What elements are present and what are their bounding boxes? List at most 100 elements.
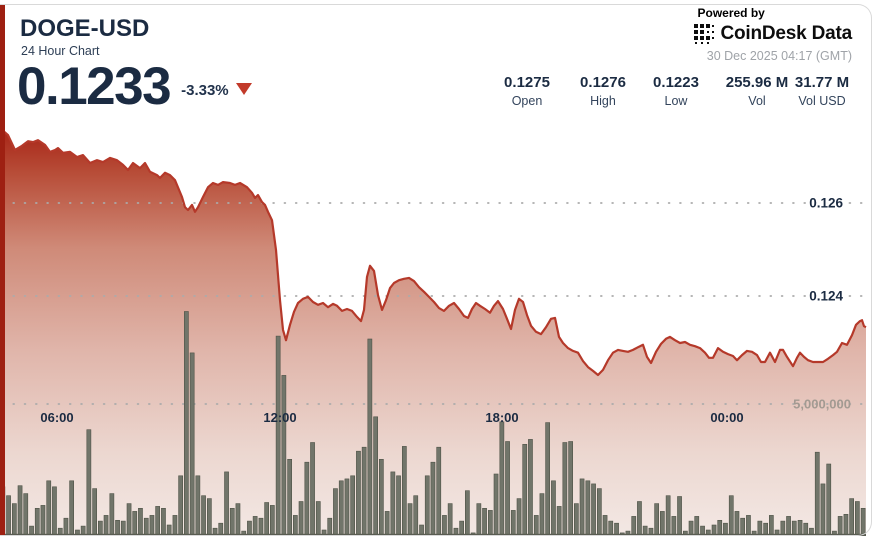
volume-bar (373, 416, 379, 536)
volume-bar (189, 352, 195, 536)
volume-bar (269, 505, 275, 536)
volume-bar (275, 335, 281, 536)
volume-bar (516, 498, 522, 536)
volume-bar (419, 524, 424, 536)
volume-bar (631, 516, 637, 536)
volume-bar (413, 495, 419, 536)
volume-bar (229, 507, 235, 536)
down-arrow-icon (235, 83, 252, 95)
volume-bar (120, 520, 126, 536)
volume-bar (797, 519, 803, 536)
volume-bar (671, 516, 677, 536)
volume-bar (218, 522, 224, 536)
volume-bar (252, 516, 258, 536)
x-axis-label-12:00: 12:00 (263, 410, 297, 425)
volume-bar (642, 525, 648, 536)
volume-bar (138, 507, 143, 536)
volume-bar (29, 525, 34, 536)
volume-bar (539, 493, 545, 536)
volume-bar (184, 311, 189, 536)
volume-axis-label: 5,000,000 (793, 396, 851, 412)
volume-bar (700, 525, 705, 536)
volume-bar (361, 446, 367, 536)
volume-bar (791, 520, 797, 536)
volume-bar (424, 475, 430, 536)
volume-bar (476, 503, 482, 536)
x-axis-label-06:00: 06:00 (40, 410, 74, 425)
volume-bar (677, 496, 682, 536)
volume-bar (688, 520, 694, 536)
current-price: 0.1233 (17, 57, 172, 116)
volume-bar (63, 517, 69, 536)
volume-bar (602, 515, 608, 536)
volume-bar (6, 495, 11, 536)
volume-bar (665, 495, 671, 536)
volume-bar (350, 475, 356, 536)
volume-bar (694, 516, 700, 536)
volume-bar (281, 375, 287, 536)
y-axis-label-0.126: 0.126 (806, 195, 846, 211)
coindesk-brand[interactable]: CoinDesk Data (693, 23, 853, 45)
volume-bar (201, 495, 206, 536)
volume-bar (487, 510, 493, 536)
current-price-row: 0.1233 -3.33% (17, 60, 252, 113)
price-area-fill (0, 128, 866, 535)
volume-bar (814, 451, 820, 536)
volume-bar (235, 503, 241, 536)
powered-by-label: Powered by (697, 6, 765, 20)
x-axis-label-00:00: 00:00 (710, 410, 744, 425)
volume-bar (482, 507, 487, 536)
volume-bar (551, 480, 556, 536)
volume-bar (637, 501, 642, 536)
volume-bar (447, 503, 453, 536)
volume-bar (826, 463, 832, 536)
stat-value: 31.77 M (794, 74, 850, 91)
y-axis-label-0.124: 0.124 (806, 288, 846, 304)
volume-bar (510, 510, 516, 536)
volume-bar (143, 517, 149, 536)
stat-value: 255.96 M (725, 74, 789, 91)
volume-bar (533, 515, 539, 536)
volume-bar (161, 507, 166, 536)
volume-bar (12, 503, 17, 536)
volume-bar (115, 519, 120, 536)
volume-bar (591, 483, 596, 536)
volume-bar (327, 517, 333, 536)
volume-bar (207, 498, 212, 536)
volume-bar (92, 488, 97, 536)
stat-label: Open (511, 94, 543, 108)
stat-vol-usd: 31.77 M Vol USD (795, 74, 849, 108)
volume-bar (172, 515, 178, 536)
volume-bar (608, 520, 614, 536)
stat-label: High (590, 94, 616, 108)
volume-bar (860, 507, 866, 536)
volume-bar (396, 475, 401, 536)
x-axis-baseline (0, 533, 866, 536)
volume-bar (803, 522, 809, 536)
volume-bar (654, 503, 659, 536)
volume-bar (338, 480, 344, 536)
volume-bar (315, 501, 321, 536)
volume-bar (837, 516, 843, 536)
volume-bar (728, 495, 734, 536)
volume-bar (596, 488, 602, 536)
brand-name: CoinDesk Data (720, 23, 853, 44)
volume-bar (556, 506, 562, 536)
volume-bar (579, 478, 585, 536)
stat-value: 0.1275 (504, 74, 550, 91)
volume-bar (614, 522, 619, 536)
volume-bar (562, 442, 568, 536)
volume-bar (98, 520, 103, 536)
volume-bar (23, 493, 29, 536)
stat-label: Vol USD (798, 94, 846, 108)
price-line (0, 127, 867, 377)
volume-bar (780, 520, 786, 536)
volume-bar (723, 522, 728, 536)
volume-bar (166, 524, 172, 536)
volume-bar (69, 480, 74, 536)
volume-bar (52, 486, 57, 536)
volume-bar (734, 511, 740, 536)
stat-value: 0.1223 (653, 74, 699, 91)
